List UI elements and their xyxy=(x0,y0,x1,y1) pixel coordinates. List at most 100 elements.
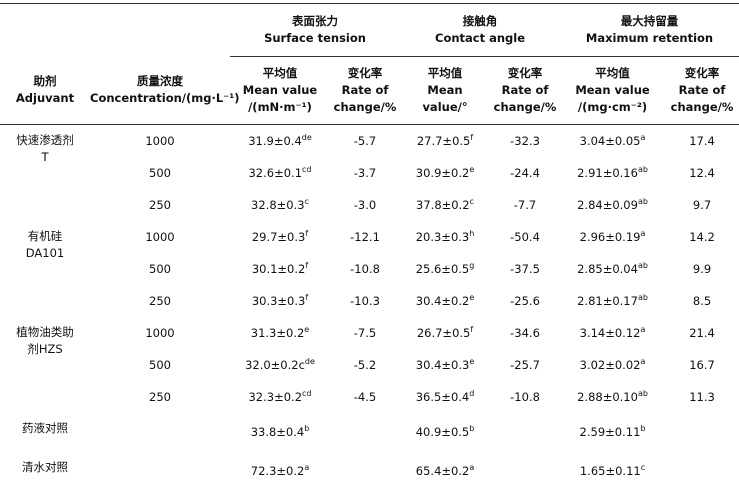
text-line: /(mg·cm⁻²) xyxy=(577,100,648,114)
column-header: 变化率 Rate of change/% xyxy=(490,56,561,125)
value-cell: 36.5±0.4d xyxy=(400,381,490,413)
blank xyxy=(490,452,560,487)
value-cell: 2.88±0.10ab xyxy=(560,381,665,413)
rate-cell: -24.4 xyxy=(510,165,540,180)
value-text: 20.3±0.3 xyxy=(415,229,470,244)
data-row: 清水对照 72.3±0.2a 65.4±0.2a 1.65±0.11c xyxy=(0,452,739,487)
text-line: change/% xyxy=(493,100,557,114)
value-cell: 1.65±0.11c xyxy=(560,452,665,487)
header-row: 表面张力 Surface tension 接触角 Contact angle 最大持留量… xyxy=(0,3,739,57)
significance-letter: de xyxy=(301,132,312,142)
significance-letter: f xyxy=(305,260,309,270)
significance-letter: ab xyxy=(637,196,648,206)
significance-letter: f xyxy=(305,292,309,302)
value-text: 37.8±0.2 xyxy=(416,197,470,212)
column-header: 平均值 Mean value /(mN·m⁻¹) xyxy=(230,56,330,125)
text-line: change/% xyxy=(670,100,734,114)
value-cell: 2.96±0.19a xyxy=(560,221,665,253)
value-cell: 25.6±0.5g xyxy=(400,253,490,285)
value-text: 2.91±0.16 xyxy=(577,165,638,180)
rate-cell: -32.3 xyxy=(510,133,540,148)
blank xyxy=(330,413,400,452)
rate-cell: -12.1 xyxy=(350,229,380,244)
rate-cell: -10.3 xyxy=(350,293,380,308)
group-en: Contact angle xyxy=(435,31,526,45)
agent-cell: 植物油类助 剂HZS xyxy=(0,317,90,413)
value-cell: 30.3±0.3f xyxy=(230,285,330,317)
page: 表面张力 Surface tension 接触角 Contact angle 最大持留量… xyxy=(0,3,739,487)
significance-letter: b xyxy=(469,424,475,434)
concentration-cell: 250 xyxy=(149,293,171,308)
rate-cell: -10.8 xyxy=(350,261,380,276)
rate-cell: 14.2 xyxy=(689,229,715,244)
rate-cell: -3.0 xyxy=(353,197,377,212)
rate-cell: 17.4 xyxy=(689,133,715,148)
text-line: 药液对照 xyxy=(22,421,68,435)
rate-cell: -4.5 xyxy=(353,389,377,404)
text-line: Mean xyxy=(427,83,463,97)
rate-cell: 8.5 xyxy=(692,293,712,308)
text-line: 助剂 xyxy=(33,74,57,89)
blank xyxy=(665,452,739,487)
column-header: 变化率 Rate of change/% xyxy=(330,56,401,125)
value-text: 2.88±0.10 xyxy=(577,389,638,404)
rate-cell: -10.8 xyxy=(510,389,540,404)
data-row: 250 32.3±0.2cd -4.5 36.5±0.4d -10.8 2.88±0.10… xyxy=(0,381,739,413)
group-zh: 接触角 xyxy=(462,14,498,28)
significance-letter: e xyxy=(469,356,475,366)
rate-cell: -7.7 xyxy=(513,197,537,212)
column-header: 平均值 Mean value /(mg·cm⁻²) xyxy=(560,56,666,125)
rate-cell: -34.6 xyxy=(510,325,540,340)
rate-cell: 9.7 xyxy=(692,197,712,212)
significance-letter: e xyxy=(469,164,475,174)
value-cell: 30.1±0.2f xyxy=(230,253,330,285)
text-line: 平均值 xyxy=(595,66,630,80)
value-cell: 2.85±0.04ab xyxy=(560,253,665,285)
text-line: 变化率 xyxy=(507,66,543,80)
value-cell: 2.59±0.11b xyxy=(560,413,665,452)
text-line: Rate of xyxy=(501,83,549,97)
value-cell: 32.8±0.3c xyxy=(230,189,330,221)
concentration-cell: 500 xyxy=(149,357,171,372)
value-text: 30.1±0.2 xyxy=(251,261,306,276)
significance-letter: f xyxy=(470,132,474,142)
text-line: 变化率 xyxy=(684,66,720,80)
value-text: 33.8±0.4 xyxy=(250,425,305,439)
group-header: 最大持留量 Maximum retention xyxy=(560,3,739,57)
value-text: 3.04±0.05 xyxy=(579,133,641,148)
agent-cell: 清水对照 xyxy=(0,452,90,487)
data-row: 药液对照 33.8±0.4 b 40.9±0.5b 2.59±0.11b xyxy=(0,413,739,452)
agent-cell: 快速渗透剂 T xyxy=(0,125,90,222)
blank xyxy=(490,413,560,452)
concentration-cell: 250 xyxy=(149,197,171,212)
value-text: 2.84±0.09 xyxy=(577,197,638,212)
value-cell: 27.7±0.5f xyxy=(400,125,490,158)
value-cell: 37.8±0.2c xyxy=(400,189,490,221)
value-cell: 32.3±0.2cd xyxy=(230,381,330,413)
value-cell: 3.14±0.12a xyxy=(560,317,665,349)
text-line: /(mN·m⁻¹) xyxy=(248,100,312,114)
value-cell: 31.9±0.4de xyxy=(230,125,330,158)
significance-letter: a xyxy=(640,228,646,238)
concentration-cell: 500 xyxy=(149,165,171,180)
data-row: 250 32.8±0.3c -3.0 37.8±0.2c -7.7 2.84±0.09ab… xyxy=(0,189,739,221)
significance-letter: c xyxy=(304,196,309,206)
concentration-cell: 1000 xyxy=(145,133,175,148)
significance-letter: a xyxy=(640,356,646,366)
value-cell: 40.9±0.5b xyxy=(400,413,490,452)
significance-letter: d xyxy=(469,388,475,398)
value-text: 30.4±0.2 xyxy=(415,293,470,308)
rate-cell: -3.7 xyxy=(353,165,377,180)
rate-cell: 11.3 xyxy=(689,389,715,404)
significance-letter: ab xyxy=(637,164,648,174)
significance-letter: ab xyxy=(637,292,648,302)
data-row: 500 30.1±0.2f -10.8 25.6±0.5g -37.5 2.85±0.04… xyxy=(0,253,739,285)
text-line: Rate of xyxy=(678,83,726,97)
value-text: 32.6±0.1 xyxy=(248,165,303,180)
text-line: Rate of xyxy=(341,83,389,97)
value-text: 29.7±0.3 xyxy=(251,229,306,244)
data-row: 250 30.3±0.3f -10.3 30.4±0.2e -25.6 2.81±0.17… xyxy=(0,285,739,317)
significance-letter: a xyxy=(640,132,646,142)
blank xyxy=(330,452,400,487)
text-line: 植物油类助 xyxy=(16,325,74,339)
